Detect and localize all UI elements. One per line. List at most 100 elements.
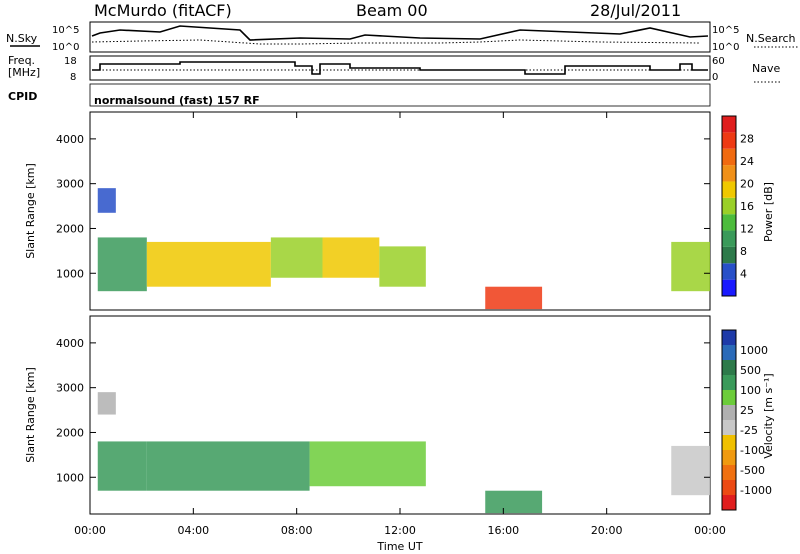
noise-left-label: N.Sky — [6, 32, 38, 45]
colorbar-tick-label: 16 — [740, 200, 754, 213]
power-panel: 1000 2000 3000 4000 Slant Range [km] — [24, 111, 711, 311]
colorbar-tick-label: -500 — [740, 464, 765, 477]
x-tick-label: 12:00 — [384, 524, 416, 537]
colorbar-tick-label: 500 — [740, 364, 761, 377]
colorbar-tick-label: 25 — [740, 404, 754, 417]
colorbar-swatch — [722, 375, 736, 390]
noise-right-tick-bottom: 10^0 — [712, 42, 739, 53]
colorbar-swatch — [722, 390, 736, 405]
colorbar-swatch — [722, 197, 736, 215]
noise-search-series — [91, 39, 701, 45]
cpid-label: CPID — [8, 90, 37, 103]
noise-left-tick-top: 10^5 — [52, 25, 79, 36]
x-tick-label: 00:00 — [694, 524, 726, 537]
velocity-ylabel: Slant Range [km] — [24, 367, 37, 463]
data-region — [146, 441, 310, 491]
colorbar-tick-label: 20 — [740, 178, 754, 191]
colorbar-swatch — [722, 405, 736, 420]
colorbar-tick-label: 28 — [740, 133, 754, 146]
y-tick-label: 2000 — [56, 426, 84, 439]
nave-tick-bottom: 0 — [712, 72, 718, 83]
data-region — [671, 445, 710, 496]
colorbar-swatch — [722, 345, 736, 360]
cpid-program: normalsound (fast) 157 RF — [94, 94, 260, 107]
colorbar-tick-label: 24 — [740, 155, 754, 168]
colorbar-swatch — [722, 420, 736, 435]
colorbar-swatch — [722, 465, 736, 480]
freq-tick-top: 18 — [64, 56, 77, 67]
colorbar-swatch — [722, 148, 736, 166]
colorbar-swatch — [722, 230, 736, 247]
data-region — [97, 441, 147, 491]
y-tick-label: 3000 — [56, 382, 84, 395]
data-region — [97, 237, 147, 292]
y-tick-label: 1000 — [56, 267, 84, 280]
data-region — [97, 392, 116, 415]
y-tick-label: 2000 — [56, 222, 84, 235]
colorbar-swatch — [722, 214, 736, 231]
freq-label-line2: [MHz] — [8, 66, 40, 79]
colorbar-swatch — [722, 263, 736, 280]
colorbar-swatch — [722, 181, 736, 198]
freq-label-line1: Freq. — [8, 54, 35, 67]
time-axis: 00:00 04:00 08:00 12:00 16:00 20:00 00:00 — [74, 112, 726, 537]
colorbar-swatch — [722, 165, 736, 182]
data-region — [97, 188, 116, 213]
x-tick-label: 00:00 — [74, 524, 106, 537]
noise-right-tick-top: 10^5 — [712, 25, 739, 36]
data-region — [322, 237, 380, 278]
nave-tick-top: 60 — [712, 56, 725, 67]
freq-series — [92, 61, 708, 75]
y-tick-label: 4000 — [56, 337, 84, 350]
colorbar-tick-label: 100 — [740, 384, 761, 397]
colorbar-tick-label: -1000 — [740, 484, 772, 497]
y-tick-label: 3000 — [56, 178, 84, 191]
data-region — [485, 286, 543, 310]
colorbar-swatch — [722, 116, 736, 133]
y-tick-label: 4000 — [56, 133, 84, 146]
x-tick-label: 04:00 — [177, 524, 209, 537]
colorbar-swatch — [722, 435, 736, 450]
velocity-colorbar: -1000 -500 -100 -25 25 100 500 1000 — [721, 329, 772, 511]
data-region — [146, 241, 271, 287]
colorbar-tick-label: 1000 — [740, 344, 768, 357]
colorbar-swatch — [722, 279, 736, 296]
power-ylabel: Slant Range [km] — [24, 163, 37, 259]
power-colorbar: 4 8 12 16 20 24 28 — [721, 115, 754, 297]
colorbar-swatch — [722, 132, 736, 149]
colorbar-tick-label: -100 — [740, 444, 765, 457]
colorbar-swatch — [722, 246, 736, 264]
noise-right-label: N.Search — [746, 32, 796, 45]
colorbar-swatch — [722, 495, 736, 510]
colorbar-tick-label: 4 — [740, 268, 747, 281]
colorbar-swatch — [722, 480, 736, 495]
x-tick-label: 20:00 — [591, 524, 623, 537]
velocity-colorbar-label: Velocity [m s⁻¹] — [762, 373, 775, 458]
colorbar-swatch — [722, 330, 736, 345]
noise-left-tick-bottom: 10^0 — [52, 42, 79, 53]
y-tick-label: 1000 — [56, 471, 84, 484]
data-region — [485, 490, 543, 514]
beam-title: Beam 00 — [356, 1, 428, 20]
colorbar-tick-label: 12 — [740, 223, 754, 236]
freq-tick-bottom: 8 — [70, 72, 76, 83]
x-tick-label: 08:00 — [281, 524, 313, 537]
colorbar-tick-label: 8 — [740, 245, 747, 258]
noise-panel: N.Sky N.Search 10^5 10^0 10^5 10^0 — [6, 21, 798, 53]
nave-label: Nave — [752, 62, 780, 75]
noise-sky-series — [91, 25, 709, 41]
time-axis-label: Time UT — [376, 540, 422, 553]
data-region — [671, 241, 710, 292]
x-tick-label: 16:00 — [487, 524, 519, 537]
power-colorbar-label: Power [dB] — [762, 182, 775, 242]
data-region — [270, 237, 323, 278]
colorbar-tick-label: -25 — [740, 424, 758, 437]
data-region — [309, 441, 426, 487]
colorbar-swatch — [722, 360, 736, 375]
data-region — [379, 246, 426, 287]
station-title: McMurdo (fitACF) — [94, 1, 232, 20]
freq-panel: Freq. [MHz] 18 8 Nave 60 0 — [8, 54, 782, 83]
velocity-panel: 1000 2000 3000 4000 Slant Range [km] — [24, 315, 711, 515]
colorbar-swatch — [722, 450, 736, 465]
